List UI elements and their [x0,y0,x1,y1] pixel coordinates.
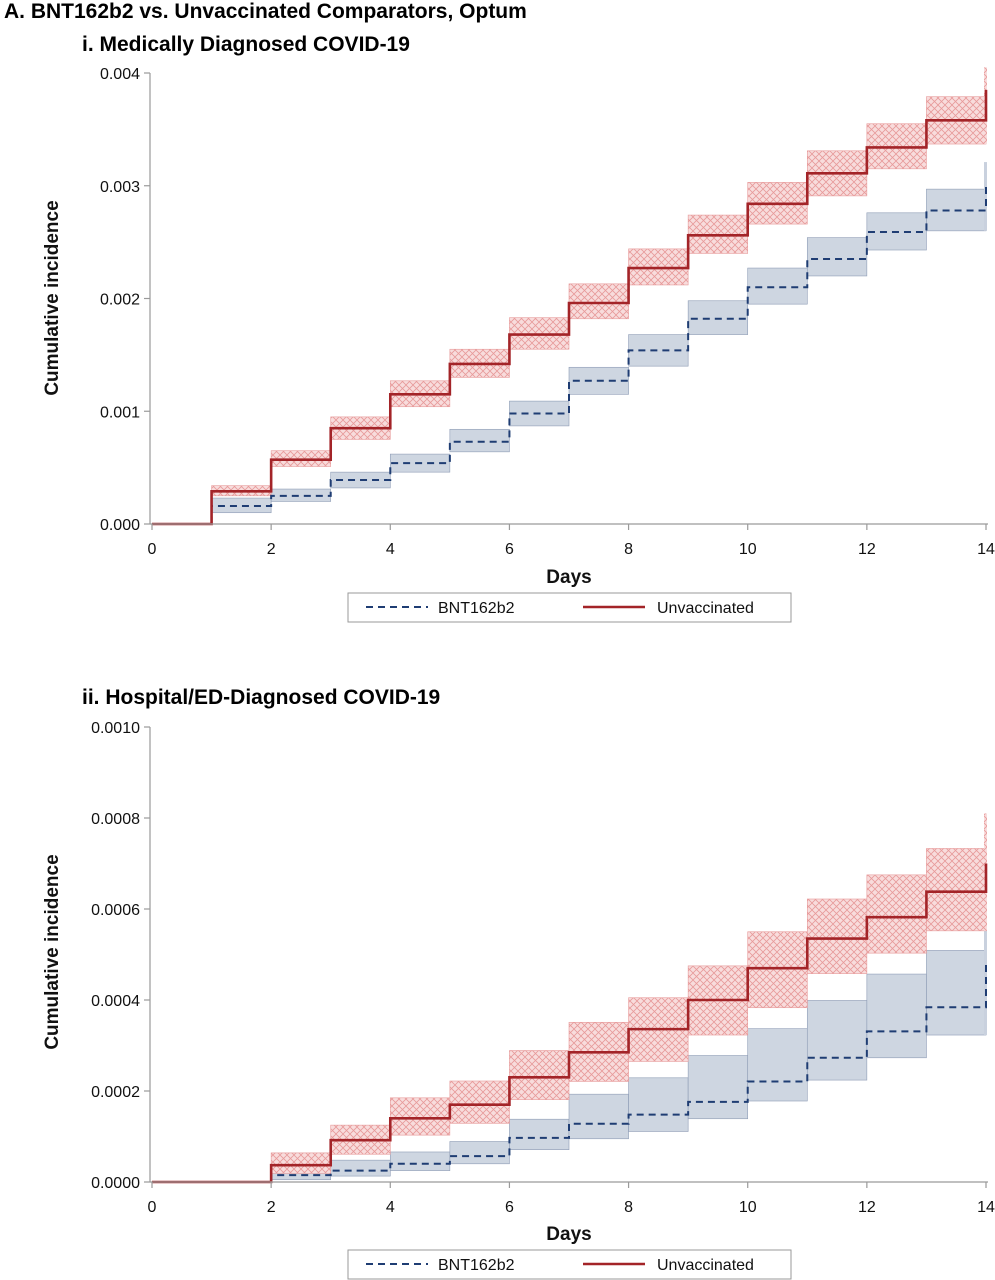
chart-2-axes [149,727,988,1183]
chart-1-y-tick-label: 0.004 [100,66,140,83]
chart-1-legend-label-unvaccinated: Unvaccinated [657,600,754,617]
chart-1-band-unvaccinated [568,283,629,320]
chart-2-band-bnt162b2 [330,1159,391,1177]
chart-2-line-unvaccinated [152,863,988,1184]
figure-title: A. BNT162b2 vs. Unvaccinated Comparators… [4,0,527,23]
chart-1-band-bnt162b2 [747,267,808,305]
chart-2-y-axis-label: Cumulative incidence [42,854,63,1049]
chart-2-x-tick-label: 6 [505,1199,514,1216]
chart-2-y-ticks: 0.0000 0.0002 0.0004 0.0006 0.0008 0.0010 [91,720,150,1192]
chart-1-legend-label-bnt162b2: BNT162b2 [438,600,515,617]
chart-1-band-bnt162b2 [449,428,510,453]
chart-2-band-unvaccinated [747,931,808,1009]
chart-1-x-tick-label: 10 [739,541,757,558]
chart-2-band-bnt162b2 [568,1093,629,1140]
chart-1-x-tick-label: 8 [624,541,633,558]
chart-2-band-unvaccinated [449,1080,510,1124]
chart-2-band-bnt162b2 [747,1028,808,1102]
chart-2-x-ticks: 0 2 4 6 8 10 12 14 [148,1182,995,1216]
chart-1-x-tick-label: 2 [267,541,276,558]
chart-2-y-tick-label: 0.0006 [91,902,140,919]
chart-2-legend: BNT162b2 Unvaccinated [347,1249,792,1280]
chart-panel-1: i. Medically Diagnosed COVID-19 0.0000.0… [42,33,995,623]
chart-2-y-tick-label: 0.0002 [91,1084,140,1101]
chart-2-x-tick-label: 12 [858,1199,876,1216]
chart-2-y-tick-label: 0.0010 [91,720,140,737]
chart-2-y-tick-label: 0.0008 [91,811,140,828]
chart-2-band-bnt162b2 [687,1055,749,1120]
chart-2-line-bnt162b2 [152,963,987,1183]
chart-2-band-unvaccinated [270,1152,332,1174]
chart-1-band-end-bnt162b2 [984,162,987,231]
chart-2-legend-label-unvaccinated: Unvaccinated [657,1257,754,1274]
chart-1-y-tick-label: 0.002 [100,292,140,309]
chart-1-x-tick-label: 14 [977,541,995,558]
chart-1-y-tick-label: 0.003 [100,179,140,196]
chart-2-band-unvaccinated [389,1097,451,1136]
chart-1-title: i. Medically Diagnosed COVID-19 [82,33,410,56]
chart-1-x-tick-label: 0 [148,541,157,558]
chart-1-line-bnt162b2 [152,183,987,525]
chart-1-x-axis-label: Days [546,567,591,588]
chart-1-x-tick-label: 6 [505,541,514,558]
chart-1-x-ticks: 0 2 4 6 8 10 12 14 [148,524,995,558]
chart-1-y-tick-label: 0.000 [100,517,140,534]
chart-1-band-bnt162b2 [687,300,749,335]
chart-1-x-tick-label: 12 [858,541,876,558]
chart-2-band-bnt162b2 [926,950,987,1036]
chart-2-x-tick-label: 4 [386,1199,395,1216]
chart-2-legend-box [347,1249,792,1280]
chart-2-x-tick-label: 8 [624,1199,633,1216]
chart-1-y-tick-label: 0.001 [100,404,140,421]
chart-1-band-bnt162b2 [806,237,868,277]
chart-2-x-tick-label: 10 [739,1199,757,1216]
chart-panel-2: ii. Hospital/ED-Diagnosed COVID-19 0.000… [42,686,995,1280]
chart-1-y-ticks: 0.000 0.001 0.002 0.003 0.004 [100,66,150,534]
chart-2-x-axis-label: Days [546,1224,591,1245]
chart-2-bands [270,813,987,1181]
chart-2-band-bnt162b2 [509,1118,570,1150]
chart-2-x-tick-label: 2 [267,1199,276,1216]
chart-2-x-tick-label: 0 [148,1199,157,1216]
chart-1-legend: BNT162b2 Unvaccinated [347,592,792,623]
chart-2-legend-label-bnt162b2: BNT162b2 [438,1257,515,1274]
chart-1-lines [152,89,988,526]
chart-1-bands [211,67,987,514]
chart-1-x-tick-label: 4 [386,541,395,558]
chart-2-band-unvaccinated [806,898,868,974]
chart-2-band-unvaccinated [926,848,987,932]
chart-2-band-bnt162b2 [866,973,927,1059]
chart-2-title: ii. Hospital/ED-Diagnosed COVID-19 [82,686,440,709]
chart-2-y-tick-label: 0.0004 [91,993,140,1010]
chart-1-legend-box [347,592,792,623]
chart-1-y-axis-label: Cumulative incidence [42,200,63,395]
chart-2-band-unvaccinated [509,1050,570,1100]
chart-2-band-bnt162b2 [449,1141,510,1165]
chart-2-lines [152,863,988,1184]
chart-2-band-bnt162b2 [628,1077,689,1132]
chart-2-band-bnt162b2 [389,1151,451,1171]
chart-2-band-bnt162b2 [806,1000,868,1081]
chart-2-band-unvaccinated [866,874,927,954]
chart-1-line-unvaccinated [152,89,988,526]
chart-2-y-tick-label: 0.0000 [91,1175,140,1192]
chart-2-x-tick-label: 14 [977,1199,995,1216]
